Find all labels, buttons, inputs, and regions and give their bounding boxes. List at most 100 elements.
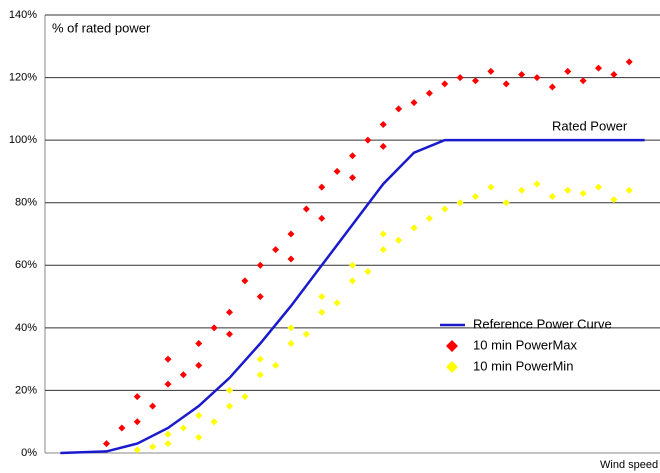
scatter-point (241, 277, 249, 285)
scatter-point (349, 261, 356, 269)
scatter-point (302, 330, 310, 338)
scatter-point (487, 67, 495, 75)
scatter-point (226, 402, 233, 410)
scatter-point (625, 58, 633, 66)
scatter-point (425, 89, 433, 97)
scatter-point (456, 74, 464, 82)
scatter-point (133, 393, 141, 401)
legend-label: 10 min PowerMin (473, 358, 573, 373)
y-tick-label: 80% (15, 197, 37, 209)
scatter-point (287, 230, 295, 238)
scatter-point (195, 340, 203, 347)
scatter-point (133, 446, 141, 454)
legend-swatch (446, 340, 458, 352)
scatter-point (149, 402, 157, 410)
scatter-point (118, 424, 126, 432)
scatter-point (195, 433, 203, 441)
scatter-point (195, 411, 203, 419)
legend-swatch (446, 361, 458, 373)
scatter-point (164, 380, 172, 388)
scatter-point (164, 430, 172, 438)
scatter-point (333, 167, 341, 175)
legend-label: Reference Power Curve (473, 316, 612, 331)
scatter-point (410, 224, 418, 232)
scatter-point (595, 64, 602, 72)
scatter-point (210, 324, 218, 332)
scatter-point (564, 67, 572, 75)
y-tick-label: 100% (9, 134, 37, 146)
scatter-point (595, 183, 602, 191)
scatter-point (287, 255, 295, 263)
scatter-point (287, 324, 295, 332)
scatter-point (226, 386, 233, 394)
y-tick-label: 20% (15, 384, 37, 396)
scatter-point (625, 186, 633, 194)
y-tick-label: 120% (9, 71, 37, 83)
scatter-point (379, 246, 387, 254)
y-tick-label: 40% (15, 322, 37, 334)
scatter-point (318, 214, 326, 222)
scatter-point (379, 121, 387, 128)
scatter-point (548, 83, 556, 91)
scatter-point (349, 277, 356, 285)
scatter-point (379, 230, 387, 238)
scatter-point (226, 308, 233, 316)
scatter-point (472, 77, 479, 85)
scatter-point (256, 261, 264, 269)
scatter-point (425, 214, 433, 222)
scatter-point (179, 424, 187, 432)
scatter-point (502, 80, 510, 88)
scatter-point (395, 236, 403, 244)
scatter-point (256, 355, 264, 363)
scatter-point (302, 205, 310, 213)
scatter-point (395, 105, 403, 113)
scatter-point (579, 189, 587, 197)
scatter-point (210, 418, 218, 426)
scatter-point (179, 371, 187, 379)
x-axis-title: Wind speed (600, 459, 658, 471)
scatter-point (364, 268, 372, 276)
scatter-point (272, 246, 280, 254)
scatter-point (318, 293, 326, 301)
y-tick-label: 140% (9, 9, 37, 21)
scatter-point (441, 80, 449, 88)
scatter-point (564, 186, 572, 194)
scatter-point (195, 361, 203, 369)
scatter-point (318, 308, 326, 316)
scatter-point (441, 205, 449, 213)
scatter-point (333, 299, 341, 307)
scatter-point (533, 180, 541, 188)
scatter-point (287, 340, 295, 347)
scatter-point (472, 192, 479, 200)
scatter-point (272, 361, 280, 369)
scatter-point (610, 70, 618, 78)
scatter-point (579, 77, 587, 85)
scatter-point (318, 183, 326, 191)
power-curve (60, 138, 645, 455)
scatter-point (487, 183, 495, 191)
scatter-point (379, 142, 387, 150)
scatter-point (226, 330, 233, 338)
scatter-point (548, 192, 556, 200)
scatter-point (256, 293, 264, 301)
legend-label: 10 min PowerMax (473, 337, 578, 352)
y-tick-label: 60% (15, 259, 37, 271)
scatter-point (518, 186, 526, 194)
scatter-point (610, 196, 618, 204)
scatter-point (241, 393, 249, 401)
scatter-point (133, 418, 141, 426)
scatter-point (410, 99, 418, 107)
y-tick-label: 0% (21, 447, 37, 459)
scatter-point (103, 440, 110, 448)
scatter-point (256, 371, 264, 379)
y-axis-title: % of rated power (52, 20, 151, 35)
scatter-point (349, 152, 356, 160)
scatter-point (456, 199, 464, 207)
scatter-point (502, 199, 510, 207)
scatter-point (164, 440, 172, 448)
scatter-point (364, 136, 372, 144)
scatter-point (349, 174, 356, 182)
scatter-point (164, 355, 172, 363)
scatter-point (149, 443, 157, 451)
